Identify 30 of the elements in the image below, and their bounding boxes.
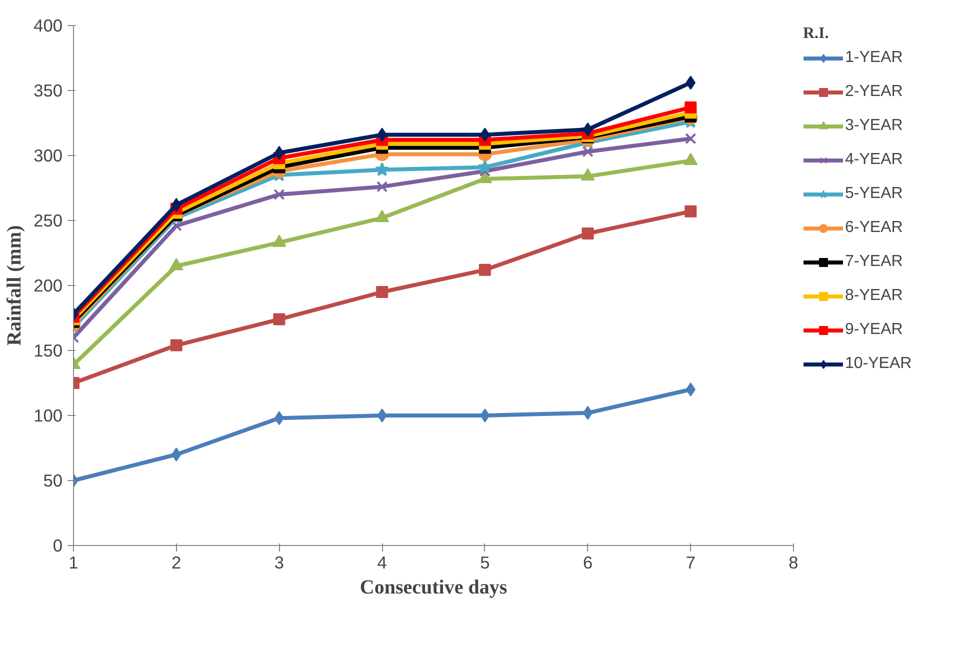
x-tick-label: 7 <box>686 552 696 572</box>
y-tick-label: 100 <box>34 406 63 426</box>
x-tick-label: 6 <box>582 552 593 572</box>
x-tick-label: 4 <box>377 552 388 572</box>
y-tick-label: 0 <box>52 536 63 556</box>
x-tick-label: 1 <box>68 552 78 572</box>
legend-label: 6-YEAR <box>845 219 903 237</box>
legend-label: 1-YEAR <box>845 49 903 67</box>
legend-title: R.I. <box>803 25 830 43</box>
y-tick-label: 150 <box>34 340 63 360</box>
y-axis-title: Rainfall (mm) <box>4 225 26 346</box>
legend-label: 9-YEAR <box>845 321 903 339</box>
legend-label: 5-YEAR <box>845 185 903 203</box>
legend-label: 3-YEAR <box>845 117 903 135</box>
x-tick-label: 8 <box>788 552 798 572</box>
legend-label: 2-YEAR <box>845 83 903 101</box>
y-tick-label: 300 <box>34 146 63 166</box>
legend-label: 4-YEAR <box>845 151 903 169</box>
legend-label: 10-YEAR <box>845 355 912 373</box>
y-tick-label: 350 <box>34 80 63 100</box>
x-axis-title: Consecutive days <box>360 576 508 598</box>
y-tick-label: 200 <box>34 276 63 296</box>
y-tick-label: 50 <box>43 470 63 490</box>
x-tick-label: 2 <box>172 552 182 572</box>
x-tick-label: 5 <box>480 552 490 572</box>
legend-label: 7-YEAR <box>845 253 903 271</box>
y-tick-label: 250 <box>34 210 63 230</box>
legend-label: 8-YEAR <box>845 287 903 305</box>
y-tick-label: 400 <box>34 16 63 36</box>
x-tick-label: 3 <box>274 552 284 572</box>
